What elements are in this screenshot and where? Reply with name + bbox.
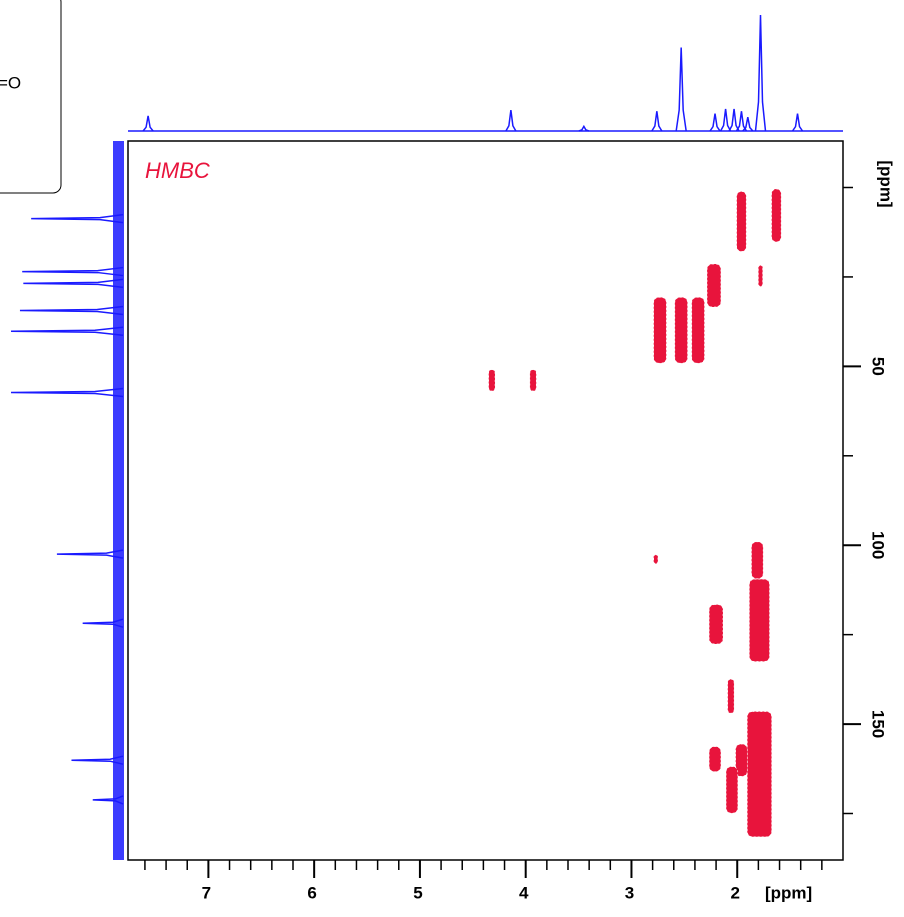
x-tick-label: 3 bbox=[625, 883, 634, 902]
top-projection-peak bbox=[675, 47, 687, 132]
cross-peak bbox=[653, 297, 667, 364]
x-tick-label: 2 bbox=[730, 883, 739, 902]
top-projection-peak bbox=[735, 111, 748, 132]
cross-peak bbox=[674, 297, 688, 364]
top-projection-peak bbox=[791, 113, 804, 132]
x-axis-label: [ppm] bbox=[765, 883, 812, 902]
left-projection-peak bbox=[71, 755, 124, 765]
top-projection-peak bbox=[505, 110, 517, 132]
cross-peak bbox=[653, 554, 659, 564]
cross-peak bbox=[706, 263, 722, 308]
left-projection-peak bbox=[22, 266, 124, 277]
x-tick-label: 6 bbox=[307, 883, 316, 902]
x-tick-label: 4 bbox=[519, 883, 529, 902]
cross-peak bbox=[708, 604, 724, 645]
cross-peak bbox=[691, 297, 705, 364]
y-tick-label: 100 bbox=[869, 531, 888, 559]
x-tick-label: 5 bbox=[413, 883, 422, 902]
top-projection-peak bbox=[142, 115, 154, 132]
top-projection-peak bbox=[754, 14, 767, 132]
left-projection-peak bbox=[82, 618, 124, 628]
cross-peak bbox=[751, 541, 764, 579]
left-projection-peak bbox=[92, 795, 124, 805]
top-projection-peak bbox=[578, 124, 590, 132]
cross-peak bbox=[749, 578, 770, 662]
cross-peak bbox=[758, 265, 763, 287]
left-baseline bbox=[113, 141, 124, 860]
plot-frame bbox=[127, 140, 844, 861]
left-projection-peak bbox=[10, 387, 124, 398]
cross-peak bbox=[725, 766, 739, 814]
cross-peak bbox=[529, 369, 537, 392]
cross-peak bbox=[488, 369, 496, 392]
left-projection-peak bbox=[56, 549, 124, 559]
y-tick-label: 150 bbox=[869, 710, 888, 738]
experiment-label: HMBC bbox=[145, 158, 210, 183]
y-axis-label: [ppm] bbox=[877, 160, 896, 207]
top-projection-peak bbox=[709, 113, 721, 132]
top-projection-peak bbox=[651, 111, 663, 132]
y-tick-label: 50 bbox=[869, 357, 888, 376]
cross-peak bbox=[727, 678, 735, 714]
cross-peak bbox=[736, 191, 747, 252]
left-projection-peak bbox=[10, 326, 124, 337]
top-projection-peak bbox=[742, 116, 754, 132]
left-projection-peak bbox=[23, 278, 124, 289]
structure-label: =O bbox=[0, 73, 21, 92]
cross-peak bbox=[746, 711, 772, 838]
cross-peak bbox=[771, 188, 782, 243]
x-tick-label: 7 bbox=[202, 883, 211, 902]
top-projection-peak bbox=[728, 108, 740, 132]
cross-peak bbox=[708, 746, 722, 772]
top-projection-peak bbox=[719, 108, 732, 132]
left-projection-peak bbox=[31, 213, 124, 224]
structure-box bbox=[0, 0, 62, 194]
left-projection-peak bbox=[19, 305, 124, 316]
